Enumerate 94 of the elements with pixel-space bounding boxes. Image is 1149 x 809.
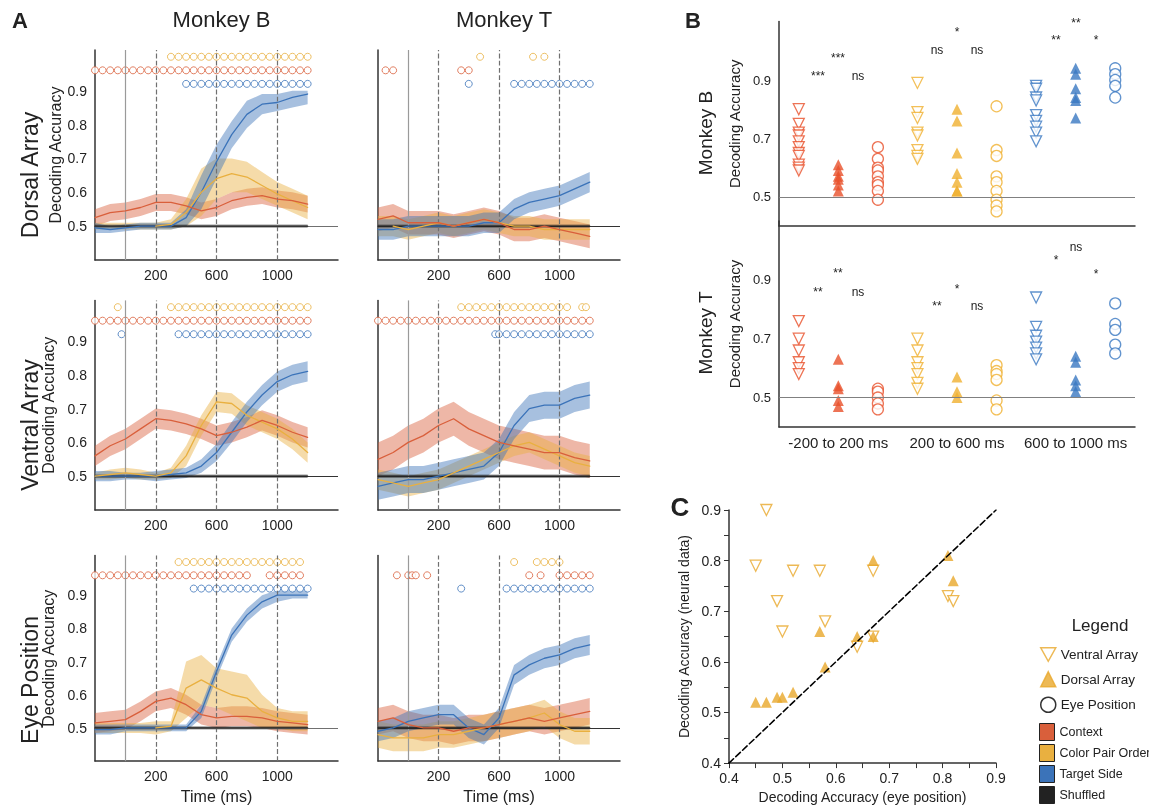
x-tick-label: 200 — [426, 517, 451, 533]
x-tick-label: -200 to 200 ms — [788, 434, 889, 451]
x-tick-label: 0.6 — [826, 770, 846, 787]
annotation: * — [954, 282, 960, 296]
annotation: *** — [830, 51, 846, 65]
y-axis-title: Decoding Accuracy (neural data) — [675, 535, 692, 739]
annotation: * — [1053, 253, 1059, 267]
text: Eye Position — [17, 616, 43, 744]
y-tick-label: 0.9 — [67, 332, 88, 349]
y-tick-label: 0.9 — [67, 587, 88, 604]
annotation: * — [954, 25, 960, 39]
x-tick-label: 0.5 — [772, 770, 793, 787]
x-tick-label: 600 — [487, 267, 511, 283]
annotation: ns — [970, 43, 984, 57]
text: Ventral Array — [17, 358, 43, 491]
x-tick-label: 0.4 — [719, 770, 739, 787]
x-tick-label: 200 — [144, 267, 168, 283]
text: Monkey T — [694, 291, 716, 375]
y-tick-label: 0.5 — [67, 719, 88, 736]
annotation: ** — [932, 299, 942, 313]
legend-label: Context — [1059, 725, 1104, 739]
legend-label: Shuffled — [1059, 788, 1106, 802]
x-tick-label: 200 — [426, 267, 451, 283]
y-tick-label: 0.6 — [67, 686, 88, 703]
text: C — [670, 492, 690, 522]
annotation: * — [1093, 33, 1099, 47]
x-tick-label: 600 — [487, 768, 511, 785]
annotation: ** — [1051, 33, 1061, 47]
x-tick-label: 1000 — [543, 768, 576, 785]
x-tick-label: 600 — [204, 517, 229, 533]
text: B — [685, 7, 701, 33]
y-tick-label: 0.5 — [752, 390, 771, 406]
x-tick-label: 1000 — [543, 267, 576, 283]
y-tick-label: 0.9 — [752, 72, 771, 88]
x-axis-title: Decoding Accuracy (eye position) — [758, 789, 967, 805]
y-axis-title: Decoding Accuracy — [726, 59, 744, 188]
legend-title: Legend — [1071, 615, 1129, 635]
text: A — [12, 7, 29, 33]
legend-label: Dorsal Array — [1060, 671, 1136, 687]
chart-title: Monkey T — [455, 6, 553, 32]
x-tick-label: 0.7 — [879, 770, 900, 787]
annotation: ns — [930, 43, 944, 57]
y-axis-title: Decoding Accuracy — [47, 86, 65, 224]
x-tick-label: 1000 — [543, 517, 576, 533]
y-tick-label: 0.7 — [752, 130, 771, 146]
y-tick-label: 0.8 — [67, 116, 88, 133]
x-tick-label: 600 — [487, 517, 511, 533]
x-tick-label: 600 to 1000 ms — [1023, 434, 1128, 451]
text: Dorsal Array — [17, 111, 43, 239]
y-tick-label: 0.8 — [701, 552, 722, 569]
x-tick-label: 200 to 600 ms — [909, 434, 1005, 451]
x-tick-label: 1000 — [261, 517, 294, 533]
chart-title: Monkey B — [172, 6, 271, 32]
legend-label: Ventral Array — [1060, 647, 1139, 662]
y-tick-label: 0.7 — [67, 150, 88, 167]
x-tick-label: 200 — [144, 768, 168, 785]
y-tick-label: 0.8 — [67, 366, 88, 383]
annotation: ns — [970, 299, 984, 313]
text: Monkey B — [694, 90, 716, 176]
x-axis-title: Time (ms) — [463, 787, 535, 805]
x-tick-label: 0.9 — [986, 770, 1006, 787]
annotation: ns — [1069, 240, 1083, 254]
x-tick-label: 600 — [204, 768, 229, 785]
y-tick-label: 0.5 — [67, 218, 88, 235]
annotation: ns — [851, 69, 865, 83]
annotation: *** — [810, 69, 826, 83]
x-tick-label: 1000 — [261, 768, 294, 785]
x-tick-label: 200 — [426, 768, 451, 785]
legend-label: Target Side — [1059, 767, 1123, 781]
annotation: ns — [851, 285, 865, 299]
y-axis-title: Decoding Accuracy — [726, 259, 744, 389]
y-tick-label: 0.7 — [67, 653, 88, 670]
y-tick-label: 0.7 — [752, 331, 771, 347]
annotation: ** — [1071, 16, 1081, 30]
x-tick-label: 200 — [144, 517, 168, 533]
legend-label: Eye Position — [1060, 697, 1136, 713]
annotation: ** — [813, 285, 823, 299]
annotation: * — [1093, 267, 1099, 281]
y-tick-label: 0.6 — [701, 653, 722, 670]
x-axis-title: Time (ms) — [180, 787, 253, 805]
x-tick-label: 1000 — [261, 267, 294, 283]
x-tick-label: 0.8 — [932, 770, 953, 787]
y-tick-label: 0.5 — [701, 704, 722, 721]
y-tick-label: 0.7 — [701, 603, 722, 620]
y-tick-label: 0.4 — [701, 755, 722, 772]
y-tick-label: 0.8 — [67, 620, 88, 637]
y-tick-label: 0.5 — [752, 189, 771, 205]
y-tick-label: 0.9 — [701, 502, 722, 518]
x-tick-label: 600 — [204, 267, 229, 283]
y-tick-label: 0.9 — [67, 82, 88, 99]
annotation: ** — [833, 266, 843, 280]
y-tick-label: 0.6 — [67, 184, 88, 201]
y-tick-label: 0.5 — [67, 468, 88, 485]
y-tick-label: 0.7 — [67, 400, 88, 417]
